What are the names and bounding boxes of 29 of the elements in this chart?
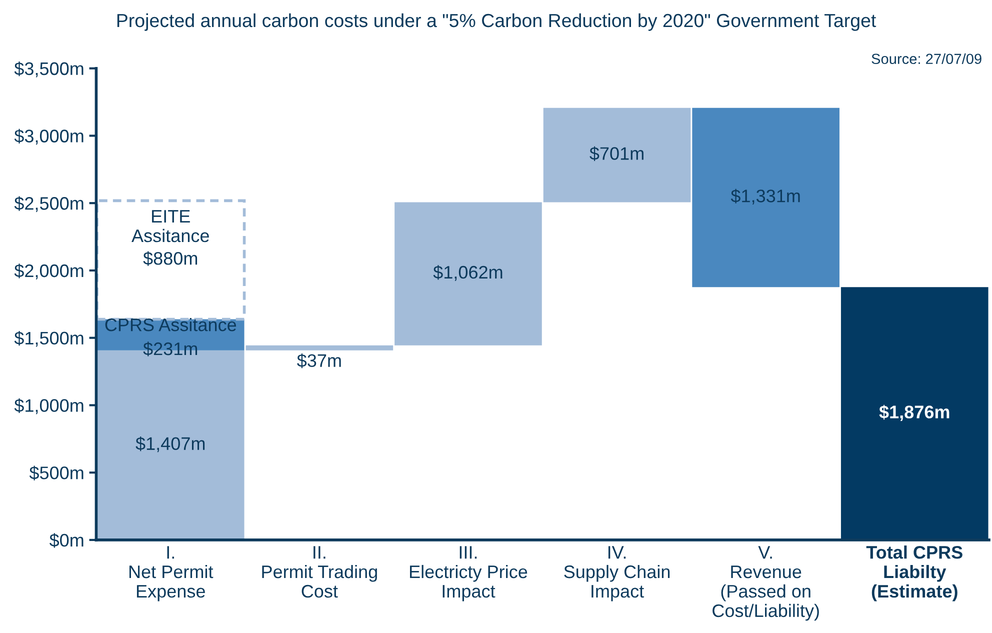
bar (394, 202, 542, 346)
bar (692, 108, 840, 288)
chart-title: Projected annual carbon costs under a "5% Carbon Reduction by 2020" Government Target (117, 13, 876, 31)
y-tick-label: $3,500m (14, 62, 84, 78)
x-tick-label: Total CPRS Liabilty (Estimate) (866, 546, 962, 602)
y-tick-label: $500m (29, 466, 84, 480)
data-label: $880m (143, 251, 198, 266)
data-label: $37m (297, 353, 341, 368)
x-tick-label: II. Permit Trading Cost (262, 546, 377, 598)
x-tick-label: III. Electricty Price Impact (410, 546, 528, 602)
y-tick-label: $0m (49, 533, 84, 548)
series-label: EITE Assitance (132, 210, 209, 242)
bar (246, 345, 394, 350)
data-label: $1,331m (730, 188, 800, 204)
data-label: $1,876m (879, 404, 950, 422)
y-tick-label: $2,500m (14, 196, 84, 212)
x-tick-label: IV. Supply Chain Impact (564, 546, 670, 602)
bar (543, 108, 691, 202)
y-tick-label: $1,000m (14, 398, 84, 414)
data-label: $1,062m (433, 265, 502, 281)
x-tick-label: I. Net Permit Expense (129, 546, 214, 602)
y-tick-label: $1,500m (14, 331, 84, 347)
x-tick-label: V. Revenue (Passed on Cost/Liability) (712, 546, 819, 621)
data-label: $1,407m (136, 436, 205, 452)
y-tick-label: $2,000m (14, 264, 84, 280)
y-tick-label: $3,000m (14, 128, 84, 145)
source-note: Source: 27/07/09 (872, 53, 982, 64)
series-label: CPRS Assitance (105, 318, 236, 332)
data-label: $701m (590, 146, 644, 161)
